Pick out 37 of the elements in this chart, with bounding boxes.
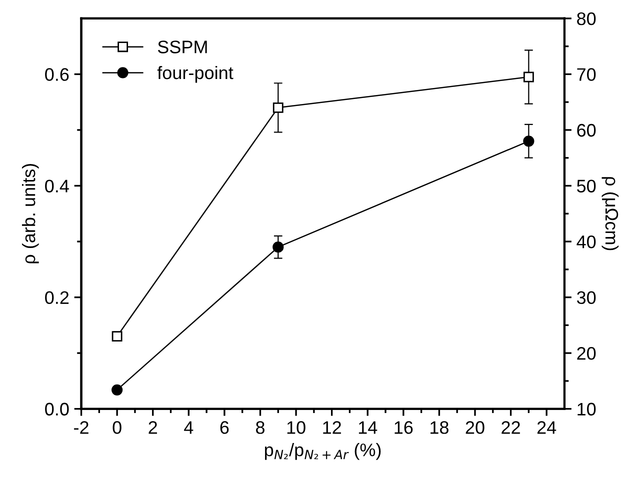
x-tick-label: 8 [256,421,264,434]
y2-tick-label: 10 [578,402,596,416]
point [112,384,123,396]
y2-axis-title: ρ (μΩcm) [602,177,619,250]
point [272,102,284,113]
y2-tick-label: 70 [577,68,596,81]
x-tick-label: 6 [220,421,229,434]
y2-tick-label: 60 [577,124,596,137]
x-tick-label: 22 [502,421,520,434]
point [272,242,284,253]
y-tick-label: 0.6 [45,68,69,81]
x-tick-label: 0 [112,421,122,434]
point [523,136,534,147]
x-tick-label: 14 [358,421,378,434]
point [112,331,122,342]
x-tick-label: 24 [537,421,556,434]
x-tick-label: 10 [287,421,306,434]
legend-label: SSPM [158,40,207,54]
x-tick-label: 20 [466,421,484,434]
x-tick-label: -2 [74,421,88,434]
x-axis-title: p$_{N₂}$/p$_{N₂+Ar}$ (%) [265,443,381,460]
y-axis-title: ρ (arb. units) [22,164,39,264]
point [523,72,534,82]
legend-label: four-point [157,66,234,83]
x-tick-label: 4 [184,421,194,434]
y2-tick-label: 30 [576,291,596,304]
x-tick-label: 16 [394,421,413,434]
x-tick-label: 2 [148,421,157,434]
x-tick-label: 12 [323,421,341,434]
x-tick-label: 18 [430,421,448,434]
y-tick-label: 0.2 [45,291,69,304]
y2-tick-label: 50 [577,180,596,192]
y-tick-label: 0.4 [45,180,69,192]
y2-tick-label: 40 [576,235,596,248]
y2-tick-label: 80 [577,12,596,26]
y-tick-label: 0.0 [45,402,69,416]
y2-tick-label: 20 [577,347,596,360]
